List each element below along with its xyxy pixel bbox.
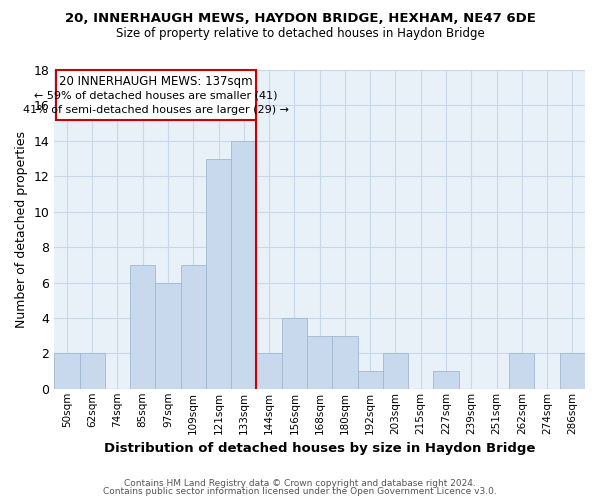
- Bar: [433, 371, 458, 389]
- Bar: [206, 158, 231, 389]
- Bar: [282, 318, 307, 389]
- Bar: [155, 282, 181, 389]
- Text: Size of property relative to detached houses in Haydon Bridge: Size of property relative to detached ho…: [116, 28, 484, 40]
- Bar: [332, 336, 358, 389]
- Bar: [256, 354, 282, 389]
- Text: ← 59% of detached houses are smaller (41): ← 59% of detached houses are smaller (41…: [34, 90, 278, 101]
- Bar: [130, 265, 155, 389]
- Bar: [358, 371, 383, 389]
- FancyBboxPatch shape: [56, 70, 256, 119]
- Text: 41% of semi-detached houses are larger (29) →: 41% of semi-detached houses are larger (…: [23, 105, 289, 115]
- Text: Contains HM Land Registry data © Crown copyright and database right 2024.: Contains HM Land Registry data © Crown c…: [124, 478, 476, 488]
- Bar: [509, 354, 535, 389]
- Bar: [54, 354, 80, 389]
- Bar: [80, 354, 105, 389]
- Y-axis label: Number of detached properties: Number of detached properties: [15, 131, 28, 328]
- Text: 20 INNERHAUGH MEWS: 137sqm: 20 INNERHAUGH MEWS: 137sqm: [59, 75, 253, 88]
- Text: Contains public sector information licensed under the Open Government Licence v3: Contains public sector information licen…: [103, 487, 497, 496]
- X-axis label: Distribution of detached houses by size in Haydon Bridge: Distribution of detached houses by size …: [104, 442, 535, 455]
- Bar: [307, 336, 332, 389]
- Bar: [231, 141, 256, 389]
- Bar: [383, 354, 408, 389]
- Bar: [560, 354, 585, 389]
- Bar: [181, 265, 206, 389]
- Text: 20, INNERHAUGH MEWS, HAYDON BRIDGE, HEXHAM, NE47 6DE: 20, INNERHAUGH MEWS, HAYDON BRIDGE, HEXH…: [65, 12, 535, 26]
